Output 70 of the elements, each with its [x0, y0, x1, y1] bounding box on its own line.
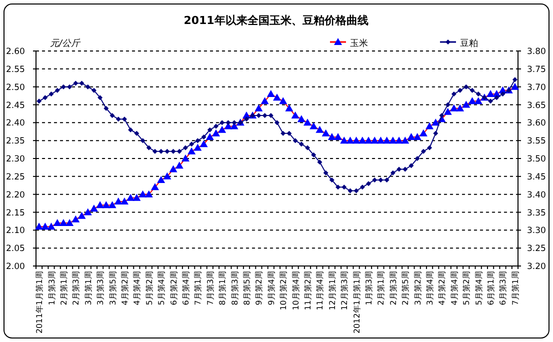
y-tick-label: 2.30 — [6, 154, 25, 164]
y2-tick-label: 3.25 — [527, 244, 546, 254]
x-tick-label: 3月第1周 — [84, 271, 93, 306]
x-tick-label: 6月第1周 — [486, 271, 496, 306]
y-tick-label: 2.05 — [6, 244, 25, 254]
x-tick-label: 2月第1周 — [59, 271, 68, 306]
x-tick-label: 6月第2周 — [169, 271, 178, 306]
x-tick-label: 2月第5周 — [401, 271, 410, 306]
x-tick-label: 7月第1周 — [510, 271, 520, 306]
x-tick-label: 2月第3周 — [388, 271, 398, 306]
x-tick-label: 2011年1月第1周 — [35, 271, 44, 334]
y-tick-label: 2.45 — [6, 100, 25, 111]
x-tick-label: 6月第3周 — [498, 271, 508, 306]
x-tick-label: 1月第3周 — [47, 271, 56, 306]
x-tick-label: 11月第4周 — [316, 271, 325, 310]
y-tick-label: 2.60 — [6, 47, 25, 57]
legend-label: 玉米 — [350, 38, 368, 49]
x-tick-label: 6月第4周 — [181, 271, 190, 306]
x-tick-label: 8月第3周 — [230, 271, 240, 306]
y2-tick-label: 3.70 — [527, 82, 546, 93]
y2-tick-label: 3.35 — [527, 208, 546, 218]
y-tick-label: 2.35 — [6, 136, 25, 147]
x-tick-label: 10月第2周 — [279, 271, 288, 310]
y2-tick-label: 3.65 — [527, 100, 546, 111]
y2-tick-label: 3.50 — [527, 154, 546, 164]
x-tick-label: 9月第4周 — [266, 271, 276, 306]
x-tick-label: 5月第4周 — [474, 271, 484, 306]
x-tick-label: 4月第4周 — [132, 271, 142, 306]
x-tick-label: 1月第3周 — [364, 271, 374, 306]
y2-tick-label: 3.60 — [527, 118, 546, 129]
y-tick-label: 2.10 — [6, 226, 25, 236]
y2-tick-label: 3.55 — [527, 136, 546, 147]
x-tick-label: 2月第3周 — [72, 271, 81, 306]
y2-tick-label: 3.20 — [527, 262, 546, 272]
x-tick-label: 12月第3周 — [340, 271, 350, 310]
y-tick-label: 2.00 — [6, 262, 25, 272]
x-tick-label: 5月第2周 — [144, 271, 154, 306]
x-tick-label: 9月第2周 — [254, 271, 264, 306]
x-tick-label: 11月第2周 — [304, 271, 313, 310]
chart-title: 2011年以来全国玉米、豆粕价格曲线 — [184, 14, 368, 27]
x-tick-label: 3月第5周 — [108, 271, 118, 306]
x-tick-label: 3月第3周 — [96, 271, 106, 306]
x-tick-label: 10月第4周 — [291, 271, 300, 310]
x-tick-label: 4月第4周 — [450, 271, 459, 306]
x-tick-label: 2012年1月第1周 — [352, 271, 362, 334]
x-tick-label: 8月第1周 — [218, 271, 228, 306]
y-tick-label: 2.15 — [6, 208, 25, 218]
y2-tick-label: 3.30 — [527, 226, 546, 236]
x-tick-label: 4月第2周 — [120, 271, 130, 306]
x-tick-label: 8月第5周 — [242, 271, 252, 306]
y-tick-label: 2.20 — [6, 190, 25, 200]
legend-label: 豆粕 — [460, 38, 478, 49]
y2-tick-label: 3.45 — [527, 172, 546, 182]
x-tick-label: 7月第3周 — [206, 271, 215, 306]
y-tick-label: 2.50 — [6, 82, 25, 93]
y-tick-label: 2.25 — [6, 172, 25, 182]
y-axis-title: 元/公斤 — [50, 38, 82, 49]
x-tick-label: 5月第2周 — [462, 271, 472, 306]
x-tick-label: 3月第4周 — [426, 271, 435, 306]
x-tick-label: 4月第2周 — [438, 271, 447, 306]
x-tick-label: 3月第2周 — [413, 271, 422, 306]
x-tick-label: 5月第4周 — [157, 271, 166, 306]
x-tick-label: 2月第1周 — [376, 271, 386, 306]
y2-tick-label: 3.80 — [527, 47, 546, 57]
y2-tick-label: 3.75 — [527, 64, 546, 75]
y-tick-label: 2.55 — [6, 64, 25, 75]
x-tick-label: 7月第1周 — [194, 271, 203, 306]
y2-tick-label: 3.40 — [527, 190, 546, 200]
y-tick-label: 2.40 — [6, 118, 25, 129]
x-tick-label: 12月第1周 — [328, 271, 337, 310]
